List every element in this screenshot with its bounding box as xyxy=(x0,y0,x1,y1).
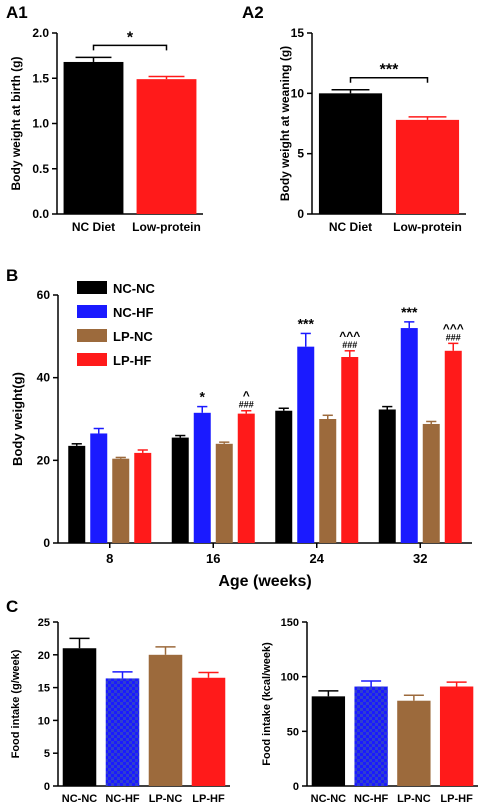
annotation-sub: ### xyxy=(342,340,357,350)
bar xyxy=(171,437,189,543)
bar xyxy=(444,350,462,543)
bar xyxy=(112,458,130,543)
significance-bracket xyxy=(92,44,168,51)
annotation-marker: *** xyxy=(298,315,315,331)
legend-swatch xyxy=(77,329,107,342)
x-tick-label: LP-NC xyxy=(149,793,183,805)
y-tick-label: 1.0 xyxy=(32,117,49,131)
y-axis-title: Food intake (kcal/week) xyxy=(261,642,273,766)
y-tick-label: 50 xyxy=(287,726,299,738)
y-axis-title: Food intake (g/week) xyxy=(10,649,22,758)
annotation-marker: *** xyxy=(401,304,418,320)
x-tick-label: 32 xyxy=(413,551,427,566)
y-tick-label: 0.0 xyxy=(32,207,49,221)
bar xyxy=(311,696,346,786)
annotation-sub: ### xyxy=(239,400,254,410)
panel-label-a1: A1 xyxy=(6,3,28,22)
x-tick-label: NC-HF xyxy=(105,793,139,805)
bar xyxy=(63,61,124,215)
bar xyxy=(318,93,383,214)
y-tick-label: 10 xyxy=(38,715,50,727)
bar xyxy=(400,328,418,543)
y-tick-label: 10 xyxy=(291,86,305,100)
legend-label: LP-HF xyxy=(113,353,151,368)
y-tick-label: 0.5 xyxy=(32,162,49,176)
bar xyxy=(395,119,460,214)
bar xyxy=(191,677,226,786)
x-tick-label: NC-NC xyxy=(311,793,346,805)
x-tick-label: Low-protein xyxy=(132,220,201,234)
legend-swatch xyxy=(77,305,107,318)
x-tick-label: NC-NC xyxy=(62,793,97,805)
annotation-sub: ### xyxy=(446,332,461,342)
y-tick-label: 15 xyxy=(38,683,50,695)
legend-label: LP-NC xyxy=(113,329,153,344)
panel-label-b: B xyxy=(6,266,18,285)
y-tick-label: 0 xyxy=(293,781,299,793)
y-tick-label: 20 xyxy=(37,453,51,467)
y-tick-label: 0 xyxy=(43,536,50,550)
bar xyxy=(439,686,474,786)
bar xyxy=(105,678,140,786)
y-axis-title: Body weight at birth (g) xyxy=(9,57,23,191)
bar xyxy=(90,433,108,543)
y-tick-label: 20 xyxy=(38,650,50,662)
x-tick-label: LP-HF xyxy=(440,793,473,805)
annotation-marker: ^ xyxy=(243,389,250,403)
x-tick-label: LP-NC xyxy=(397,793,431,805)
y-tick-label: 60 xyxy=(37,288,51,302)
y-tick-label: 0 xyxy=(297,207,304,221)
bar xyxy=(341,357,359,543)
bar xyxy=(422,423,440,543)
y-tick-label: 100 xyxy=(281,672,299,684)
bar xyxy=(215,443,233,543)
panel-label-c: C xyxy=(6,597,18,616)
x-tick-label: NC-HF xyxy=(354,793,388,805)
bar xyxy=(62,648,97,786)
bar xyxy=(275,410,293,543)
bar xyxy=(297,346,315,543)
significance-marker: * xyxy=(127,29,134,46)
y-axis-title: Body weight at weaning (g) xyxy=(278,46,292,201)
y-tick-label: 25 xyxy=(38,617,50,629)
bar xyxy=(148,654,183,786)
bar xyxy=(319,419,337,543)
x-tick-label: NC Diet xyxy=(329,220,372,234)
x-tick-label: NC Diet xyxy=(72,220,115,234)
annotation-marker: ^^^ xyxy=(443,321,464,335)
x-axis-title: Age (weeks) xyxy=(218,573,311,590)
panel-label-a2: A2 xyxy=(242,3,264,22)
legend-swatch xyxy=(77,353,107,366)
significance-marker: *** xyxy=(380,62,399,79)
y-tick-label: 1.5 xyxy=(32,71,49,85)
y-tick-label: 40 xyxy=(37,371,51,385)
annotation-marker: ^^^ xyxy=(339,329,360,343)
legend-label: NC-HF xyxy=(113,305,153,320)
bar xyxy=(193,412,211,543)
y-axis-title: Body weight(g) xyxy=(10,372,25,466)
x-tick-label: Low-protein xyxy=(393,220,462,234)
y-tick-label: 2.0 xyxy=(32,26,49,40)
y-tick-label: 0 xyxy=(44,781,50,793)
y-tick-label: 15 xyxy=(291,26,305,40)
x-tick-label: 8 xyxy=(106,551,113,566)
x-tick-label: 16 xyxy=(206,551,220,566)
bar xyxy=(397,700,431,786)
bar xyxy=(134,452,152,543)
bar xyxy=(354,686,388,786)
bar xyxy=(237,413,255,543)
bar xyxy=(68,445,86,543)
y-tick-label: 5 xyxy=(297,147,304,161)
legend-label: NC-NC xyxy=(113,281,155,296)
x-tick-label: 24 xyxy=(310,551,325,566)
y-tick-label: 5 xyxy=(44,748,50,760)
bar xyxy=(136,79,197,214)
y-tick-label: 150 xyxy=(281,617,299,629)
bar xyxy=(378,409,396,543)
significance-bracket xyxy=(349,76,429,83)
legend-swatch xyxy=(77,281,107,294)
x-tick-label: LP-HF xyxy=(192,793,225,805)
annotation-marker: * xyxy=(200,389,206,405)
